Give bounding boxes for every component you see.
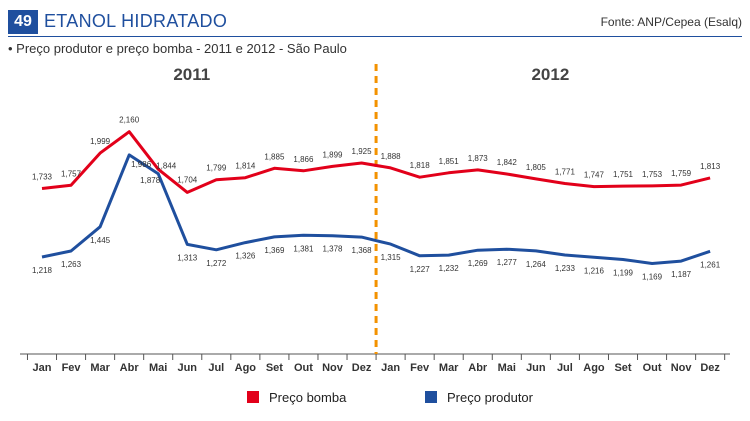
- x-tick-label: Jan: [33, 362, 52, 374]
- data-label-produtor: 1,199: [613, 269, 634, 278]
- source-note: Fonte: ANP/Cepea (Esalq): [600, 15, 742, 29]
- x-tick-label: Dez: [352, 362, 372, 374]
- page-title: ETANOL HIDRATADO: [44, 11, 228, 31]
- data-label-produtor: 1,326: [235, 252, 256, 261]
- section-number-badge: 49: [8, 10, 38, 34]
- x-tick-label: Jul: [208, 362, 224, 374]
- data-label-bomba: 1,885: [264, 152, 285, 161]
- x-tick-label: Mai: [149, 362, 167, 374]
- x-tick-label: Jun: [526, 362, 546, 374]
- data-label-bomba: 1,866: [293, 155, 314, 164]
- data-label-produtor: 1,381: [293, 244, 314, 253]
- data-label-produtor: 1,315: [381, 253, 402, 262]
- data-label-produtor: 1,227: [410, 265, 431, 274]
- data-label-bomba: 1,842: [497, 158, 518, 167]
- x-tick-label: Mar: [439, 362, 459, 374]
- data-label-bomba: 1,805: [526, 163, 547, 172]
- data-label-bomba: 1,813: [700, 162, 721, 171]
- data-label-produtor: 1,369: [264, 246, 285, 255]
- header: 49 ETANOL HIDRATADO Fonte: ANP/Cepea (Es…: [0, 0, 750, 40]
- x-tick-label: Jul: [557, 362, 573, 374]
- data-label-produtor: 1,445: [90, 236, 111, 245]
- x-tick-label: Jan: [381, 362, 400, 374]
- data-label-bomba: 1,759: [671, 169, 692, 178]
- data-label-bomba: 1,814: [235, 162, 256, 171]
- data-label-produtor: 1,269: [468, 259, 489, 268]
- legend-item-produtor: Preço produtor: [425, 388, 533, 406]
- data-label-produtor: 1,368: [352, 246, 373, 255]
- x-tick-label: Out: [643, 362, 662, 374]
- x-tick-label: Dez: [700, 362, 720, 374]
- data-label-produtor: 1,261: [700, 260, 721, 269]
- x-tick-label: Nov: [671, 362, 693, 374]
- x-tick-label: Abr: [120, 362, 140, 374]
- data-label-produtor: 1,232: [439, 264, 460, 273]
- legend-swatch-produtor: [425, 391, 437, 403]
- data-label-produtor: 1,844: [156, 162, 177, 171]
- x-tick-label: Fev: [410, 362, 430, 374]
- data-label-bomba: 2,160: [119, 116, 140, 125]
- data-label-produtor: 1,263: [61, 260, 82, 269]
- data-label-produtor: 1,187: [671, 270, 692, 279]
- x-tick-label: Ago: [235, 362, 257, 374]
- year-label-2011: 2011: [173, 65, 210, 84]
- x-tick-label: Ago: [583, 362, 605, 374]
- data-label-bomba: 1,878: [140, 176, 161, 185]
- series-line-produtor: [41, 153, 711, 265]
- data-label-bomba: 1,751: [613, 170, 634, 179]
- x-tick-label: Abr: [468, 362, 488, 374]
- legend-label-bomba: Preço bomba: [269, 389, 347, 405]
- data-label-bomba: 1,925: [352, 147, 373, 156]
- data-label-produtor: 1,218: [32, 266, 53, 275]
- series-line-bomba: [41, 130, 711, 194]
- data-label-bomba: 1,704: [177, 175, 198, 184]
- x-tick-label: Mai: [498, 362, 516, 374]
- data-label-bomba: 1,757: [61, 169, 82, 178]
- data-label-bomba: 1,799: [206, 164, 227, 173]
- data-label-bomba: 1,747: [584, 171, 605, 180]
- legend-item-bomba: Preço bomba: [247, 388, 346, 406]
- x-tick-label: Nov: [322, 362, 344, 374]
- x-tick-label: Out: [294, 362, 313, 374]
- data-label-produtor: 1,169: [642, 273, 663, 282]
- x-tick-label: Jun: [177, 362, 197, 374]
- data-label-produtor: 1,378: [322, 245, 343, 254]
- data-label-produtor: 1,233: [555, 264, 576, 273]
- legend-label-produtor: Preço produtor: [447, 389, 533, 405]
- data-label-bomba: 1,888: [381, 152, 402, 161]
- data-label-bomba: 1,873: [468, 154, 489, 163]
- legend-swatch-bomba: [247, 391, 259, 403]
- header-rule: [8, 36, 742, 37]
- x-tick-label: Fev: [62, 362, 82, 374]
- data-label-bomba: 1,771: [555, 167, 576, 176]
- chart-subtitle: • Preço produtor e preço bomba - 2011 e …: [8, 41, 347, 56]
- x-tick-label: Set: [266, 362, 283, 374]
- data-label-produtor: 1,216: [584, 266, 605, 275]
- data-label-bomba: 1,999: [90, 137, 111, 146]
- data-label-produtor: 1,264: [526, 260, 547, 269]
- data-label-bomba: 1,818: [410, 161, 431, 170]
- data-label-bomba: 1,899: [322, 150, 343, 159]
- data-label-produtor: 1,313: [177, 253, 198, 262]
- data-label-bomba: 1,851: [439, 157, 460, 166]
- x-tick-label: Mar: [90, 362, 110, 374]
- data-label-produtor: 1,986: [131, 160, 152, 169]
- data-label-bomba: 1,733: [32, 173, 53, 182]
- x-tick-label: Set: [614, 362, 631, 374]
- year-label-2012: 2012: [531, 65, 569, 84]
- data-label-bomba: 1,753: [642, 170, 663, 179]
- data-label-produtor: 1,277: [497, 258, 518, 267]
- data-label-produtor: 1,272: [206, 259, 227, 268]
